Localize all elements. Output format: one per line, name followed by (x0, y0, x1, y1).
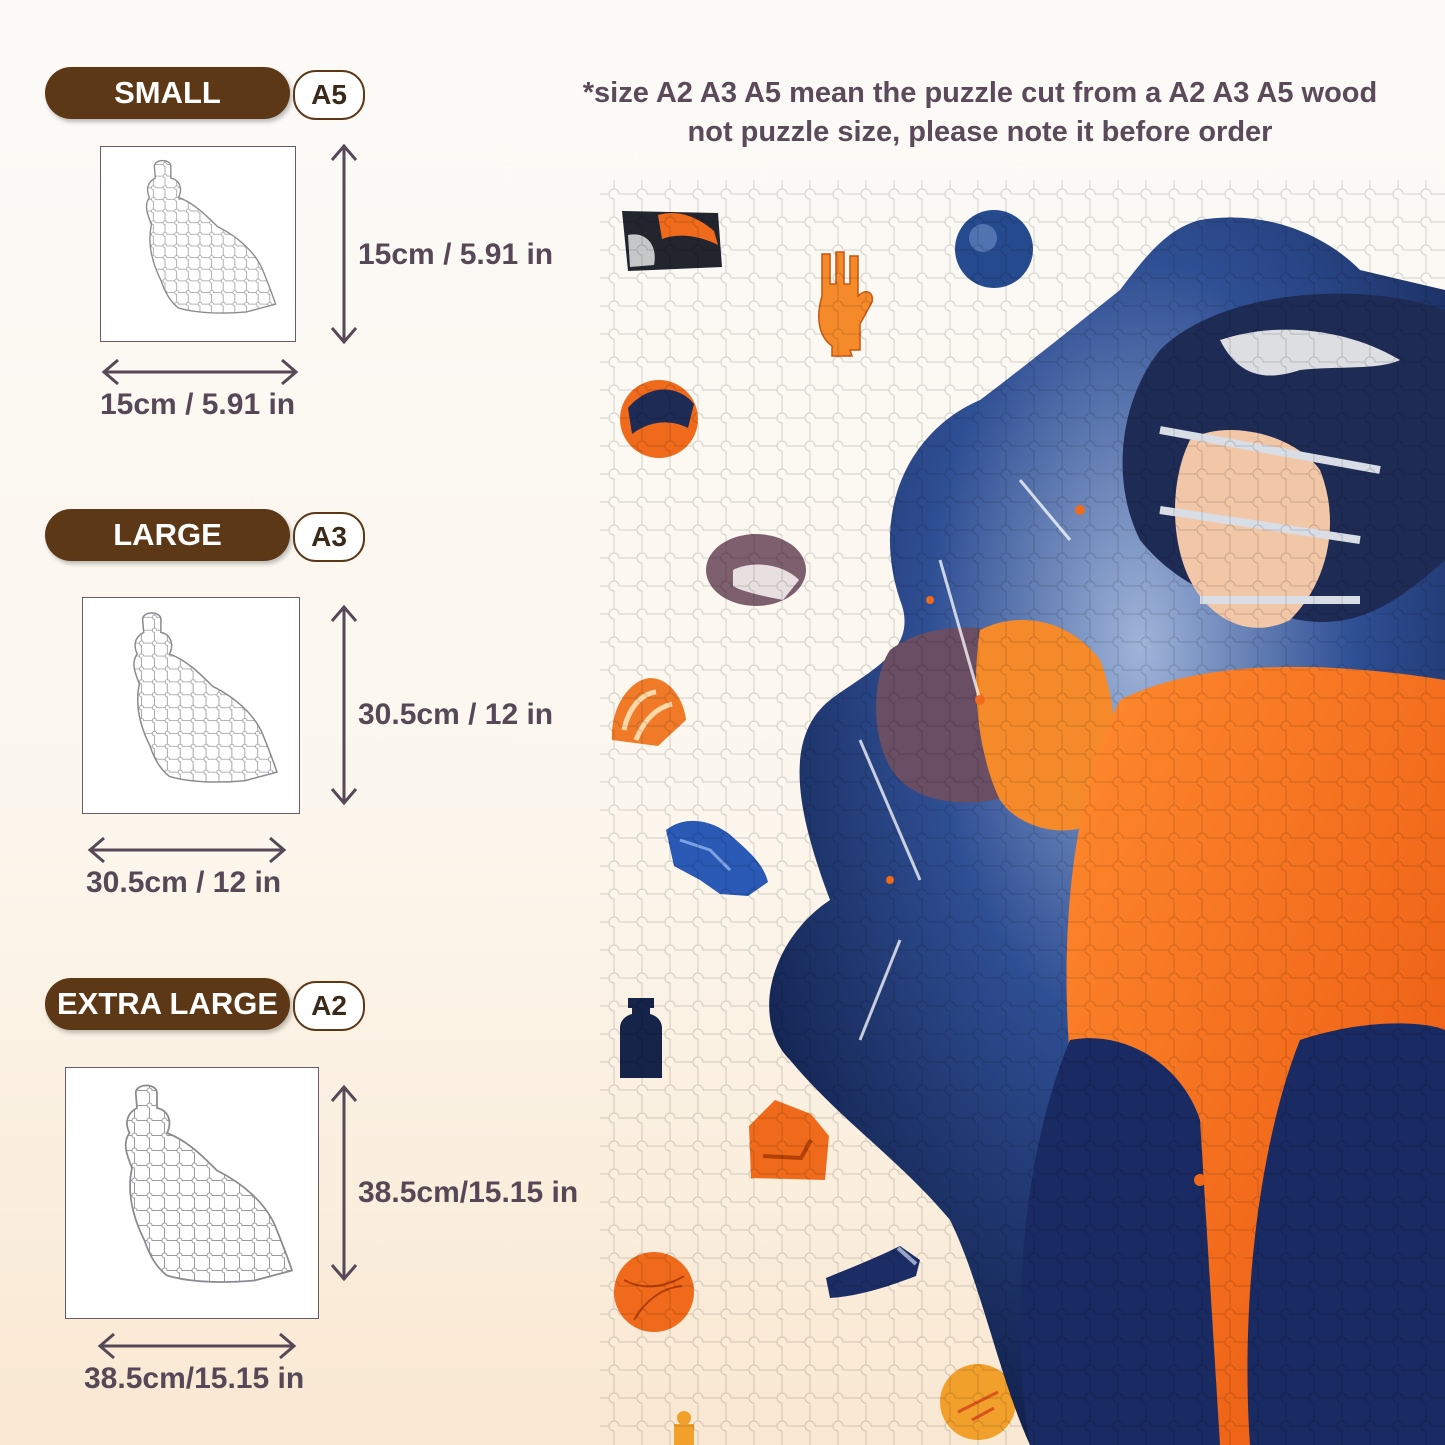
size-code: A3 (311, 521, 347, 552)
size-pill-small: SMALL (45, 67, 290, 119)
size-code: A2 (311, 990, 347, 1021)
double-arrow-vertical-icon (330, 1084, 358, 1282)
double-arrow-vertical-icon (330, 604, 358, 806)
double-arrow-vertical-icon (330, 143, 358, 345)
height-label-small: 15cm / 5.91 in (358, 238, 554, 271)
puzzle-outline-icon (133, 612, 278, 783)
puzzle-outline-icon (145, 159, 277, 314)
puzzle-outline-frame-extra-large (65, 1067, 319, 1319)
puzzle-outline-icon (124, 1084, 294, 1283)
width-label-small: 15cm / 5.91 in (100, 388, 296, 421)
double-arrow-horizontal-icon (101, 358, 299, 386)
height-label-large: 30.5cm / 12 in (358, 698, 554, 731)
double-arrow-horizontal-icon (97, 1332, 297, 1360)
size-code-badge-a2: A2 (293, 981, 365, 1031)
width-label-extra-large: 38.5cm/15.15 in (84, 1362, 305, 1395)
football-player-puzzle-artwork (600, 180, 1445, 1445)
size-name: EXTRA LARGE (56, 986, 279, 1021)
puzzle-outline-frame-small (100, 146, 296, 342)
height-label-extra-large: 38.5cm/15.15 in (358, 1176, 579, 1209)
size-pill-extra-large: EXTRA LARGE (45, 978, 290, 1030)
size-code-badge-a5: A5 (293, 70, 365, 120)
size-note-line2: not puzzle size, please note it before o… (687, 116, 1273, 148)
size-code-badge-a3: A3 (293, 512, 365, 562)
width-label-large: 30.5cm / 12 in (86, 866, 282, 899)
size-code: A5 (311, 79, 347, 110)
size-name: LARGE (113, 517, 222, 552)
size-note-line1: *size A2 A3 A5 mean the puzzle cut from … (582, 77, 1378, 109)
double-arrow-horizontal-icon (87, 836, 287, 864)
size-pill-large: LARGE (45, 509, 290, 561)
puzzle-outline-frame-large (82, 597, 300, 814)
size-note: *size A2 A3 A5 mean the puzzle cut from … (540, 74, 1420, 152)
size-name: SMALL (114, 75, 221, 110)
